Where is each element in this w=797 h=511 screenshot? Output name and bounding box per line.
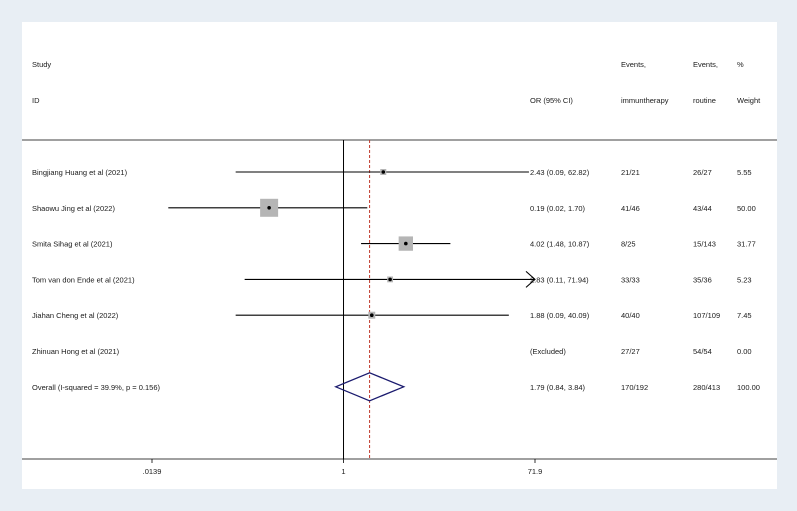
header-events-routine-2: routine (693, 96, 716, 105)
header-or-ci: OR (95% CI) (530, 96, 573, 105)
study-label: Tom van don Ende et al (2021) (32, 275, 135, 284)
point-estimate (369, 313, 374, 318)
header-events-imm-1: Events, (621, 60, 646, 69)
study-label: Smita Sihag et al (2021) (32, 240, 113, 249)
study-events-routine: 15/143 (693, 240, 716, 249)
study-weight: 0.00 (737, 347, 752, 356)
overall-label: Overall (I-squared = 39.9%, p = 0.156) (32, 383, 160, 392)
study-events-imm: 8/25 (621, 240, 636, 249)
study-or-ci: 1.88 (0.09, 40.09) (530, 311, 590, 320)
overall-events-imm: 170/192 (621, 383, 648, 392)
ci-arrow (525, 270, 536, 288)
header-weight-1: % (737, 60, 744, 69)
study-events-imm: 27/27 (621, 347, 640, 356)
overall-or-ci: 1.79 (0.84, 3.84) (530, 383, 586, 392)
x-tick-label: .0139 (143, 467, 162, 476)
study-or-ci: 4.02 (1.48, 10.87) (530, 240, 590, 249)
point-estimate (388, 277, 392, 282)
study-events-routine: 43/44 (693, 204, 712, 213)
study-weight: 7.45 (737, 311, 752, 320)
study-weight: 50.00 (737, 204, 756, 213)
point-estimate (404, 241, 408, 246)
overall-weight: 100.00 (737, 383, 760, 392)
header-study: Study (32, 60, 51, 69)
study-weight: 31.77 (737, 240, 756, 249)
header-id: ID (32, 96, 40, 105)
study-events-routine: 107/109 (693, 311, 720, 320)
study-label: Jiahan Cheng et al (2022) (32, 311, 119, 320)
study-events-routine: 26/27 (693, 168, 712, 177)
overall-diamond (334, 372, 406, 402)
study-or-ci: 0.19 (0.02, 1.70) (530, 204, 586, 213)
forest-plot: Study ID OR (95% CI) Events, immuntherap… (22, 60, 777, 476)
study-events-routine: 54/54 (693, 347, 712, 356)
plot-panel: Study ID OR (95% CI) Events, immuntherap… (22, 22, 777, 489)
study-events-imm: 33/33 (621, 275, 640, 284)
header-events-imm-2: immuntherapy (621, 96, 669, 105)
point-estimate (267, 206, 271, 210)
study-events-imm: 21/21 (621, 168, 640, 177)
study-weight: 5.55 (737, 168, 752, 177)
point-estimate (381, 170, 386, 174)
header-events-routine-1: Events, (693, 60, 718, 69)
x-tick-label: 1 (341, 467, 345, 476)
study-events-imm: 41/46 (621, 204, 640, 213)
study-label: Zhinuan Hong et al (2021) (32, 347, 120, 356)
study-label: Bingjiang Huang et al (2021) (32, 168, 128, 177)
study-or-ci: 2.43 (0.09, 62.82) (530, 168, 590, 177)
study-events-imm: 40/40 (621, 311, 640, 320)
study-or-ci: (Excluded) (530, 347, 566, 356)
study-events-routine: 35/36 (693, 275, 712, 284)
study-or-ci: 2.83 (0.11, 71.94) (530, 275, 589, 284)
header-weight-2: Weight (737, 96, 761, 105)
study-weight: 5.23 (737, 275, 752, 284)
overall-events-routine: 280/413 (693, 383, 720, 392)
x-tick-label: 71.9 (528, 467, 543, 476)
study-label: Shaowu Jing et al (2022) (32, 204, 115, 213)
